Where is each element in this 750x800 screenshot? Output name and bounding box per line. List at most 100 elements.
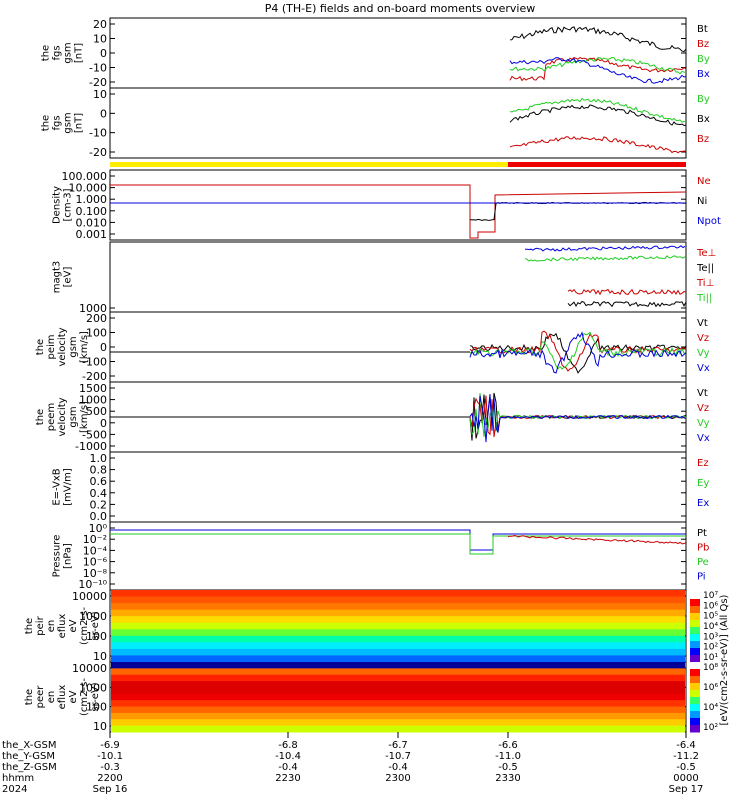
spectrogram-peer-band [111, 662, 685, 669]
ytick-label: 0.001 [76, 228, 108, 241]
legend-Bx: Bx [697, 114, 710, 125]
colorbar-peer [690, 683, 700, 691]
legend-Ey: Ey [697, 478, 709, 489]
series-Vgreen [469, 331, 687, 370]
legend-Pb: Pb [697, 543, 709, 554]
colorbar-tick: 10⁸ [703, 663, 718, 673]
ytick-label: 100 [86, 701, 107, 714]
series-Bx [509, 104, 686, 126]
ytick-label: 10 [93, 33, 107, 46]
series-Pe [110, 533, 686, 555]
ytick-label: 20 [93, 18, 107, 31]
colorbar-tick: 10⁶ [703, 683, 718, 693]
xaxis-value: -6.7 [388, 740, 408, 751]
ylabel-line: peim [46, 334, 57, 359]
colorbar-peer [690, 704, 700, 712]
ylabel-line: sr-eV) [90, 682, 101, 711]
ylabel-line: the [41, 115, 52, 131]
ylabel-line: [km/s] [79, 331, 90, 363]
legend-Vx: Vx [697, 363, 710, 374]
series-Vblue [469, 331, 687, 374]
spectrogram-peir-band [111, 596, 685, 604]
xaxis-value: Sep 17 [669, 784, 704, 795]
series-Ne [110, 184, 687, 239]
legend-Bt: Bt [697, 24, 708, 35]
ytick-label: 0.4 [90, 487, 108, 500]
colorbar-tick: 10² [703, 643, 718, 653]
colorbar-peir [690, 627, 700, 635]
ytick-label: 10⁻⁶ [83, 556, 108, 569]
colorbar-tick: 10³ [703, 632, 718, 642]
ytick-label: 1500 [79, 382, 107, 395]
series-Vblue [469, 394, 687, 443]
ytick-label: 0.6 [90, 475, 108, 488]
series-Te-par [524, 255, 686, 262]
xaxis-value: -6.6 [498, 740, 518, 751]
xaxis-value: 0000 [673, 773, 698, 784]
ytick-label: -200 [82, 370, 107, 383]
colorbar-tick: 10² [703, 723, 718, 733]
spectrogram-peer-band [111, 700, 685, 708]
colorbar-peir [690, 606, 700, 614]
panel-frame-0 [109, 17, 687, 89]
ylabel-line: peir [35, 615, 46, 635]
legend-Vt: Vt [697, 318, 708, 329]
ytick-label: -10 [89, 62, 107, 75]
ytick-label: 10⁻² [83, 533, 107, 546]
ylabel-line: (cm2-s- [79, 678, 90, 716]
series-Bt [509, 26, 687, 53]
spectrogram-peer-band [111, 674, 685, 682]
ytick-label: 0 [100, 341, 107, 354]
ylabel-line: gsm [68, 336, 79, 357]
ylabel-line: gsm [68, 406, 79, 427]
series-Pi [110, 529, 686, 551]
xaxis-value: -6.4 [676, 740, 696, 751]
xaxis-row-label: the_Z-GSM [2, 762, 57, 773]
legend-Vy: Vy [697, 348, 710, 359]
xaxis-value: Sep 16 [93, 784, 128, 795]
ylabel-line: peer [35, 685, 46, 709]
spectrogram-peer-band [111, 725, 685, 733]
ylabel-line: [eV] [63, 267, 74, 288]
ytick-label: 10.000 [69, 182, 108, 195]
colorbar-peir [690, 613, 700, 621]
xaxis-row-label: 2024 [2, 784, 27, 795]
ylabel-line: eflux [57, 685, 68, 710]
colorbar-peir [690, 641, 700, 649]
legend-Te⊥: Te⊥ [696, 248, 716, 259]
spectrogram-peer-band [111, 693, 685, 701]
ylabel-line: the [24, 618, 35, 634]
ylabel-line: Pressure [52, 535, 63, 578]
colorbar-peer [690, 725, 700, 733]
panel-frame-6 [109, 451, 687, 523]
ylabel-line: velocity [57, 397, 68, 436]
xaxis-row-label: the_X-GSM [2, 740, 56, 751]
ylabel-line: [km/s] [79, 401, 90, 433]
legend-Vt: Vt [697, 388, 708, 399]
colorbar-peir [690, 634, 700, 642]
xaxis-value: -0.5 [676, 762, 696, 773]
ylabel-line: [nPa] [63, 543, 74, 569]
colorbar-tick: 10⁴ [703, 622, 718, 632]
ytick-label: -20 [89, 146, 107, 159]
legend-Ez: Ez [697, 458, 709, 469]
ytick-label: 1.0 [90, 452, 108, 465]
xaxis-row-label: the_Y-GSM [2, 751, 55, 762]
spectrogram-peer-band [111, 668, 685, 676]
xaxis-value: 2300 [385, 773, 410, 784]
ytick-label: 0.2 [90, 498, 108, 511]
colorbar-tick: 10⁷ [703, 591, 718, 601]
legend-Vy: Vy [697, 418, 710, 429]
ytick-label: 0.8 [90, 464, 108, 477]
ylabel-line: the [35, 339, 46, 355]
colorbar-peer [690, 662, 700, 670]
spectrogram-peir-band [111, 609, 685, 617]
colorbar-tick: 10¹ [703, 653, 718, 663]
colorbar-peer [690, 669, 700, 677]
ylabel-line: Density [52, 186, 63, 224]
colorbar-label: [eV/(cm2-s-sr-eV)] (All Qs) [719, 594, 730, 725]
colorbar-peer [690, 711, 700, 719]
legend-Ex: Ex [697, 498, 709, 509]
spectrogram-peer-band [111, 687, 685, 695]
